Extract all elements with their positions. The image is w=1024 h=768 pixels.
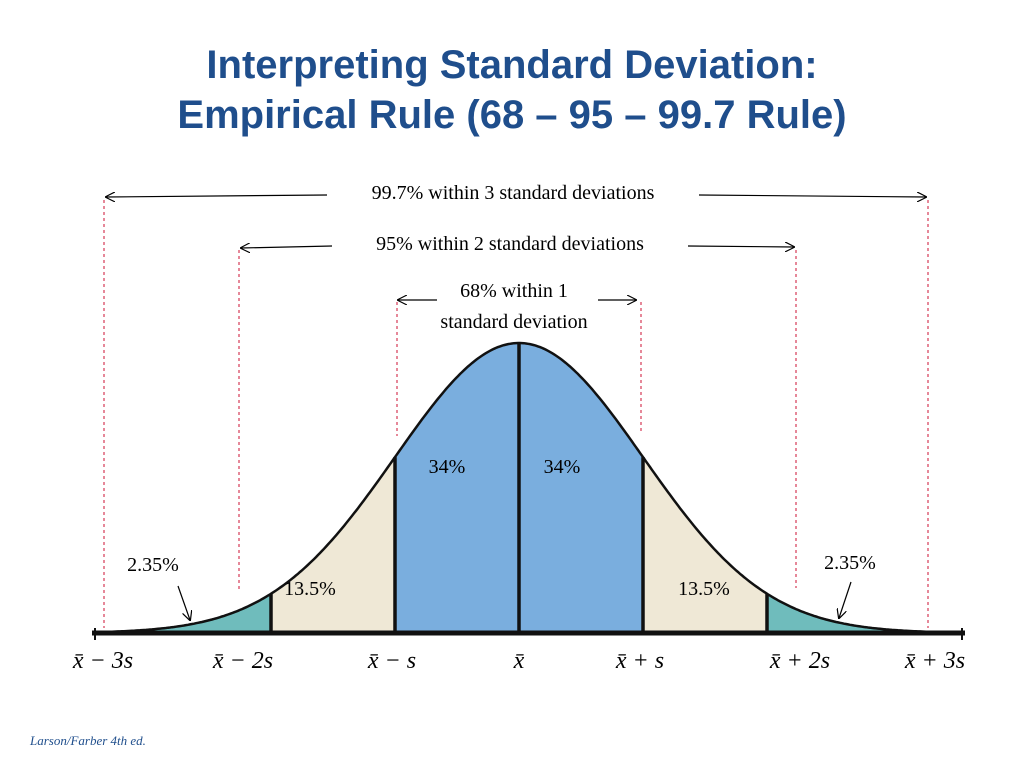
tail-right-region (767, 593, 934, 633)
title-line-1: Interpreting Standard Deviation: (206, 43, 818, 87)
axis-label-plus2: x̄ + 2s (769, 648, 830, 674)
arrow-3sd-right (698, 195, 926, 197)
guide-lines (103, 200, 929, 628)
label-tail-right: 2.35% (824, 552, 876, 574)
arrow-3sd-left (106, 195, 328, 197)
label-3sd: 99.7% within 3 standard deviations (372, 182, 655, 204)
arrow-2sd-right (687, 246, 794, 247)
label-1sd-line2: standard deviation (440, 311, 587, 333)
normal-curve (100, 341, 934, 634)
pointer-tail-right (839, 581, 852, 618)
axis-label-minus1: x̄ − s (367, 648, 416, 674)
label-1sd-line1: 68% within 1 (460, 280, 568, 302)
label-mid-right: 13.5% (678, 578, 730, 600)
title-line-2: Empirical Rule (68 – 95 – 99.7 Rule) (177, 93, 847, 137)
boundary-lines (269, 343, 769, 633)
label-mid-left: 13.5% (284, 578, 336, 600)
axis-label-plus1: x̄ + s (615, 648, 664, 674)
label-center-right: 34% (544, 456, 581, 478)
axis-label-minus3: x̄ − 3s (72, 648, 133, 674)
pointer-tail-left (177, 585, 190, 620)
axis-label-plus3: x̄ + 3s (904, 648, 965, 674)
range-arrows (106, 195, 926, 300)
arrow-2sd-left (241, 246, 333, 248)
axis-label-mean: x̄ (513, 648, 525, 674)
label-tail-left: 2.35% (127, 554, 179, 576)
credit-note: Larson/Farber 4th ed. (30, 733, 146, 748)
label-center-left: 34% (429, 456, 466, 478)
label-2sd: 95% within 2 standard deviations (376, 233, 644, 255)
axis-label-minus2: x̄ − 2s (212, 648, 273, 674)
tail-left-region (100, 593, 271, 633)
page-title: Interpreting Standard Deviation: Empiric… (0, 40, 1024, 140)
